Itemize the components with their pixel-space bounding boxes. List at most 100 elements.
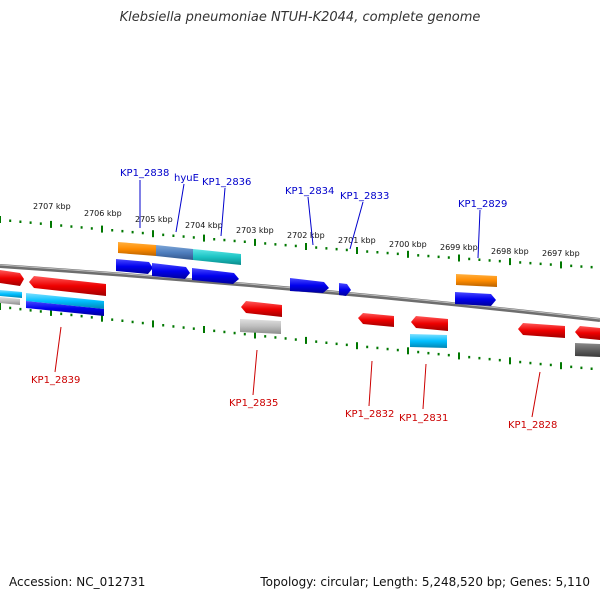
label-kp1-2832[interactable]: KP1_2832 bbox=[345, 409, 394, 420]
scale-major-tick bbox=[0, 303, 1, 310]
label-kp1-2835[interactable]: KP1_2835 bbox=[229, 398, 278, 409]
scale-minor-tick bbox=[498, 358, 501, 362]
feature-left-edge-cyan[interactable] bbox=[0, 290, 22, 298]
feature-kp1-2832[interactable] bbox=[358, 313, 394, 327]
feature-kp1-2834[interactable] bbox=[290, 278, 329, 293]
label-kp1-2836[interactable]: KP1_2836 bbox=[202, 177, 251, 188]
scale-minor-tick bbox=[396, 348, 399, 352]
label-kp1-2831[interactable]: KP1_2831 bbox=[399, 413, 448, 424]
scale-minor-tick bbox=[396, 252, 399, 256]
scale-major-tick bbox=[152, 320, 154, 328]
feature-kp1-2836-cog[interactable] bbox=[193, 249, 241, 265]
scale-major-tick bbox=[50, 220, 52, 228]
feature-kp1-2835[interactable] bbox=[241, 301, 282, 317]
scale-minor-tick bbox=[366, 250, 369, 253]
scale-minor-tick bbox=[131, 230, 134, 234]
scale-major-tick bbox=[356, 247, 358, 254]
scale-minor-tick bbox=[437, 352, 440, 356]
scale-minor-tick bbox=[590, 367, 593, 370]
scale-label-2702: 2702 kbp bbox=[287, 231, 325, 240]
scale-label-2703: 2703 kbp bbox=[236, 226, 274, 235]
scale-minor-tick bbox=[162, 233, 165, 237]
scale-minor-tick bbox=[182, 235, 185, 238]
scale-minor-tick bbox=[366, 345, 369, 349]
scale-minor-tick bbox=[284, 243, 287, 247]
scale-minor-tick bbox=[345, 248, 348, 252]
scale-minor-tick bbox=[172, 325, 175, 328]
scale-major-tick bbox=[305, 336, 307, 344]
feature-kp1-2838[interactable] bbox=[116, 259, 153, 274]
feature-hyuE[interactable] bbox=[152, 263, 190, 279]
scale-minor-tick bbox=[60, 224, 63, 227]
feature-kp1-2831[interactable] bbox=[411, 316, 448, 331]
label-kp1-2839[interactable]: KP1_2839 bbox=[31, 375, 80, 386]
label-kp1-2834[interactable]: KP1_2834 bbox=[285, 186, 334, 197]
scale-minor-tick bbox=[335, 247, 338, 251]
scale-minor-tick bbox=[529, 361, 532, 365]
scale-minor-tick bbox=[80, 226, 83, 229]
feature-kp1-2829[interactable] bbox=[455, 292, 496, 306]
scale-label-2700: 2700 kbp bbox=[389, 240, 427, 249]
feature-kp1-2828[interactable] bbox=[518, 323, 565, 338]
feature-kp1-2838-cog[interactable] bbox=[118, 242, 156, 256]
label-kp1-2838[interactable]: KP1_2838 bbox=[120, 168, 169, 179]
scale-major-tick bbox=[458, 254, 460, 262]
feature-kp1-2829-cog[interactable] bbox=[456, 274, 497, 287]
feature-right-edge-red[interactable] bbox=[575, 326, 600, 340]
scale-minor-tick bbox=[192, 236, 195, 239]
scale-minor-tick bbox=[70, 313, 73, 317]
scale-minor-tick bbox=[264, 335, 267, 338]
scale-minor-tick bbox=[111, 229, 114, 232]
scale-minor-tick bbox=[447, 256, 450, 259]
scale-major-tick bbox=[509, 258, 511, 266]
feature-kp1-2835-cog[interactable] bbox=[240, 319, 281, 334]
feature-kp1-2833[interactable] bbox=[339, 283, 351, 296]
feature-kp1-2831-cog[interactable] bbox=[410, 334, 447, 348]
label-hyuE[interactable]: hyuE bbox=[174, 173, 199, 184]
scale-minor-tick bbox=[386, 251, 389, 255]
scale-minor-tick bbox=[315, 246, 318, 249]
scale-minor-tick bbox=[192, 327, 195, 330]
feature-hyuE-cog[interactable] bbox=[156, 245, 193, 260]
scale-minor-tick bbox=[427, 351, 430, 355]
accession-text: Accession: NC_012731 bbox=[9, 575, 146, 589]
forward-features bbox=[116, 242, 497, 306]
forward-labels: KP1_2838 hyuE KP1_2836 KP1_2834 KP1_2833… bbox=[120, 168, 507, 210]
scale-minor-tick bbox=[162, 324, 165, 327]
label-kp1-2833[interactable]: KP1_2833 bbox=[340, 191, 389, 202]
feature-kp1-2839[interactable] bbox=[29, 276, 106, 296]
scale-major-tick bbox=[254, 331, 256, 339]
scale-minor-tick bbox=[549, 263, 552, 266]
scale-minor-tick bbox=[29, 309, 32, 312]
scale-minor-tick bbox=[345, 343, 348, 347]
scale-label-2697: 2697 kbp bbox=[542, 249, 580, 258]
feature-kp1-2836[interactable] bbox=[192, 268, 239, 284]
scale-minor-tick bbox=[468, 355, 471, 359]
scale-minor-tick bbox=[70, 225, 73, 228]
scale-minor-tick bbox=[590, 265, 593, 269]
scale-minor-tick bbox=[121, 229, 124, 233]
scale-minor-tick bbox=[570, 365, 573, 369]
scale-major-tick bbox=[305, 243, 307, 250]
feature-left-edge-gray[interactable] bbox=[0, 297, 20, 305]
scale-minor-tick bbox=[9, 219, 12, 222]
label-kp1-2828[interactable]: KP1_2828 bbox=[508, 420, 557, 431]
scale-minor-tick bbox=[325, 341, 328, 344]
scale-minor-tick bbox=[519, 360, 522, 364]
scale-label-2704: 2704 kbp bbox=[185, 221, 223, 230]
scale-minor-tick bbox=[141, 321, 144, 325]
scale-minor-tick bbox=[549, 363, 552, 367]
scale-major-tick bbox=[203, 326, 205, 333]
scale-minor-tick bbox=[488, 259, 491, 262]
feature-left-edge-red[interactable] bbox=[0, 270, 24, 286]
scale-minor-tick bbox=[284, 337, 287, 340]
scale-major-tick bbox=[101, 225, 103, 233]
scale-minor-tick bbox=[60, 312, 63, 316]
label-kp1-2829[interactable]: KP1_2829 bbox=[458, 199, 507, 210]
feature-right-edge-dark[interactable] bbox=[575, 343, 600, 357]
scale-minor-tick bbox=[274, 336, 277, 339]
feature-kp1-2839-strand[interactable] bbox=[26, 301, 104, 316]
scale-minor-tick bbox=[427, 254, 430, 258]
scale-minor-tick bbox=[488, 357, 491, 361]
feature-kp1-2839-cog[interactable] bbox=[26, 293, 104, 309]
